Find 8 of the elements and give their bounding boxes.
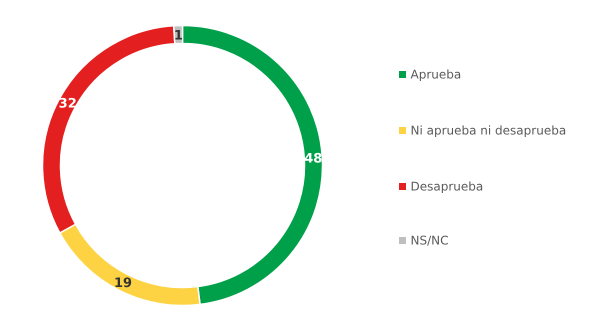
- data-label: 48: [304, 151, 322, 166]
- legend-label: Aprueba: [410, 68, 462, 82]
- legend-label: Ni aprueba ni desaprueba: [410, 124, 566, 138]
- data-label: 19: [114, 276, 132, 292]
- legend-label: NS/NC: [410, 234, 448, 248]
- data-label: 1: [174, 28, 183, 44]
- legend-label: Desaprueba: [410, 180, 484, 194]
- data-label: 32: [58, 96, 77, 112]
